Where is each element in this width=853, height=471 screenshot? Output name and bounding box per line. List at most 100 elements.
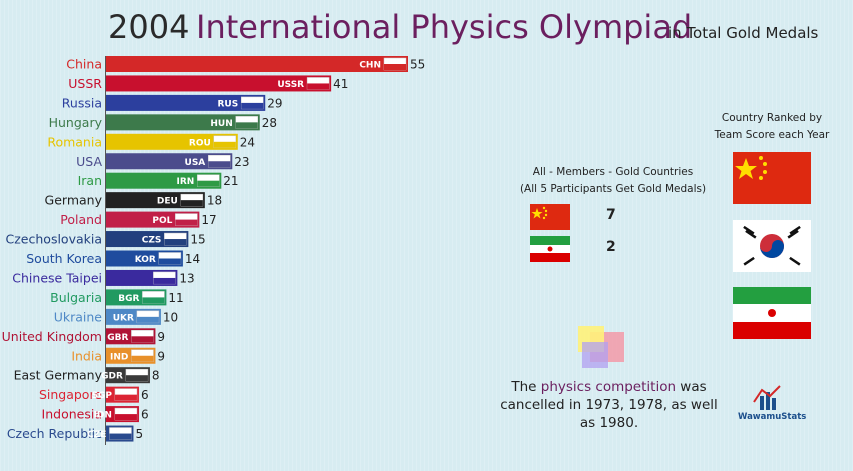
category-label: USA: [76, 154, 102, 169]
year-label: 2004: [108, 8, 190, 46]
bar-iran: [106, 172, 222, 189]
country-code-label: RUS: [218, 99, 239, 109]
flag-icon-band: [131, 336, 154, 343]
iran-flag-icon: [733, 287, 811, 339]
flag-icon-band: [109, 433, 132, 440]
value-label: 21: [223, 174, 238, 188]
members-heading-line2: (All 5 Participants Get Gold Medals): [519, 183, 707, 195]
cancellation-note: The physics competition was cancelled in…: [498, 378, 720, 432]
bar-usa: [106, 153, 233, 170]
country-code-label: SGP: [91, 391, 112, 401]
country-code-label: CZE: [87, 430, 106, 440]
flag-icon-band: [158, 258, 181, 265]
note-text-before: The: [511, 379, 541, 395]
category-label: Bulgaria: [50, 290, 102, 305]
members-panel-heading: All - Members - Gold Countries (All 5 Pa…: [508, 164, 718, 198]
country-code-label: KOR: [135, 255, 156, 265]
flag-icon-band: [164, 239, 187, 246]
flag-icon-band: [114, 414, 137, 421]
value-label: 14: [185, 252, 200, 266]
value-label: 6: [141, 408, 149, 422]
value-label: 24: [240, 135, 255, 149]
category-label: Hungary: [49, 115, 103, 130]
value-label: 11: [168, 291, 183, 305]
china-count: 7: [606, 207, 616, 223]
category-label: USSR: [68, 76, 102, 91]
bar-hungary: [106, 114, 260, 131]
bar-romania: [106, 133, 238, 150]
bar-china: [106, 56, 408, 72]
country-code-label: CZS: [142, 236, 162, 246]
category-label: Romania: [47, 134, 102, 149]
country-code-label: UKR: [113, 313, 134, 323]
flag-icon-band: [153, 277, 176, 284]
country-code-label: POL: [152, 216, 172, 226]
flag-icon-band: [213, 141, 236, 148]
wawamustats-logo-icon: [753, 385, 781, 410]
china-flag-icon: [530, 204, 570, 230]
category-label: Russia: [62, 95, 102, 110]
category-label: United Kingdom: [2, 329, 102, 344]
iran-count: 2: [606, 239, 616, 255]
bar-russia: [106, 94, 266, 111]
value-label: 41: [333, 77, 348, 91]
flag-icon-band: [197, 180, 220, 187]
chart-subtitle: in Total Gold Medals: [668, 24, 819, 42]
value-label: 8: [152, 369, 160, 383]
country-code-label: IND: [110, 352, 128, 362]
category-label: India: [71, 348, 102, 363]
flag-icon-band: [175, 219, 198, 226]
decorative-squares-icon: [578, 326, 624, 368]
flag-icon-band: [241, 102, 264, 109]
country-code-label: BGR: [118, 294, 139, 304]
value-label: 29: [267, 96, 282, 110]
rank-panel-heading: Country Ranked by Team Score each Year: [712, 110, 832, 144]
country-code-label: HUN: [210, 119, 232, 129]
country-code-label: USSR: [277, 80, 304, 90]
category-label: Czechoslovakia: [6, 232, 102, 247]
value-label: 5: [135, 427, 143, 441]
flag-icon-band: [180, 200, 203, 207]
value-label: 17: [201, 213, 216, 227]
category-label: Indonesia: [42, 407, 102, 422]
value-label: 23: [234, 155, 249, 169]
flag-icon-band: [136, 316, 159, 323]
flag-icon-band: [235, 122, 258, 129]
chart-title: International Physics Olympiad: [196, 8, 693, 46]
country-code-label: DEU: [157, 197, 178, 207]
flag-icon-band: [384, 64, 406, 70]
bar-germany: [106, 192, 205, 209]
country-code-label: GBR: [107, 333, 128, 343]
category-label: Germany: [45, 193, 103, 208]
country-code-label: IDN: [94, 411, 112, 421]
value-label: 55: [410, 58, 425, 72]
flag-icon-band: [142, 297, 165, 304]
china-flag-icon: [733, 152, 811, 204]
category-label: Czech Republic: [7, 426, 102, 441]
category-label: Ukraine: [54, 309, 103, 324]
country-code-label: CHN: [359, 61, 381, 71]
flag-icon-band: [125, 375, 148, 382]
value-label: 28: [262, 116, 277, 130]
country-code-label: USA: [185, 158, 206, 168]
category-label: Iran: [78, 173, 102, 188]
bar-ussr: [106, 75, 332, 92]
value-label: 9: [157, 349, 165, 363]
category-label: Singapore: [39, 387, 102, 402]
category-label: Poland: [60, 212, 102, 227]
category-label: China: [66, 57, 102, 72]
value-label: 13: [179, 271, 194, 285]
value-label: 9: [157, 330, 165, 344]
iran-flag-icon: [530, 236, 570, 262]
country-code-label: GDR: [101, 372, 123, 382]
note-highlight: physics competition: [540, 379, 677, 395]
value-label: 15: [190, 233, 205, 247]
note-text-after: was cancelled in 1973, 1978, as well as …: [500, 379, 718, 431]
value-label: 6: [141, 388, 149, 402]
flag-icon-band: [208, 161, 231, 168]
value-label: 10: [163, 310, 178, 324]
country-code-label: IRN: [176, 177, 194, 187]
flag-icon-band: [114, 394, 137, 401]
country-code-label: ROU: [189, 138, 211, 148]
